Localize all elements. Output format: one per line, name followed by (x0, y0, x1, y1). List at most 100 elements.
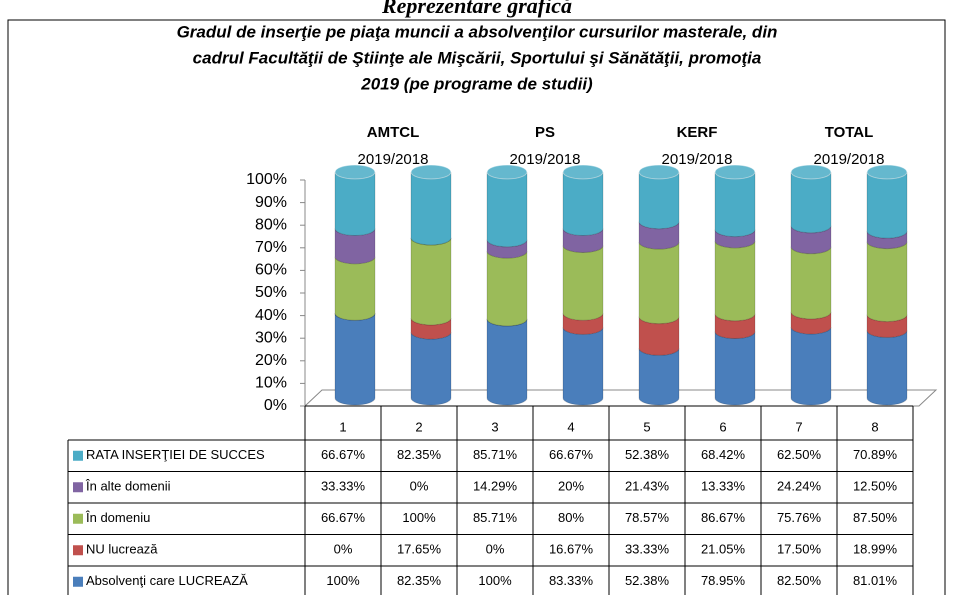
table-value: 68.42% (701, 447, 746, 462)
table-value: 14.29% (473, 479, 518, 494)
cylinder-top (790, 164, 832, 180)
cylinder-top (562, 164, 604, 180)
bar-segment (410, 171, 452, 246)
table-value: 66.67% (321, 510, 366, 525)
table-value: 0% (486, 542, 505, 557)
bar-segment (790, 246, 832, 320)
y-tick-label: 90% (255, 194, 287, 211)
legend-label: Absolvenţi care LUCREAZĂ (86, 573, 248, 588)
table-value: 52.38% (625, 447, 670, 462)
table-value: 17.50% (777, 542, 822, 557)
bar-segment (866, 171, 908, 239)
table-value: 100% (478, 573, 512, 588)
group-label: PS (535, 124, 555, 141)
table-value: 52.38% (625, 573, 670, 588)
table-value: 100% (402, 510, 436, 525)
bar-segment (410, 331, 452, 406)
legend-swatch (73, 513, 83, 524)
table-value: 82.50% (777, 573, 822, 588)
table-value: 100% (326, 573, 360, 588)
x-tick-label: 7 (795, 419, 802, 434)
cylinder-top (410, 164, 452, 180)
group-label: KERF (677, 124, 718, 141)
table-value: 78.95% (701, 573, 746, 588)
table-value: 82.35% (397, 447, 442, 462)
group-period: 2019/2018 (510, 151, 581, 168)
table-value: 24.24% (777, 479, 822, 494)
legend-label: În alte domenii (85, 479, 171, 494)
legend-label: În domeniu (85, 510, 150, 525)
x-tick-label: 1 (339, 419, 346, 434)
cylinder-top (638, 164, 680, 180)
chart-title: cadrul Facultăţii de Ştiinţe ale Mişcări… (193, 48, 762, 67)
legend-swatch (73, 576, 83, 587)
bar-segment (334, 313, 376, 406)
table-value: 33.33% (321, 479, 366, 494)
legend-swatch (73, 545, 83, 556)
bar-segment (410, 237, 452, 326)
table-value: 16.67% (549, 542, 594, 557)
bar-segment (714, 171, 756, 238)
table-value: 86.67% (701, 510, 746, 525)
bar-segment (866, 241, 908, 323)
bar-segment (562, 245, 604, 321)
table-value: 83.33% (549, 573, 594, 588)
y-tick-label: 70% (255, 239, 287, 256)
bar-segment (790, 326, 832, 406)
table-value: 85.71% (473, 447, 518, 462)
group-period: 2019/2018 (662, 151, 733, 168)
y-tick-label: 100% (246, 171, 287, 188)
heading: Reprezentare grafică (381, 0, 572, 18)
table-value: 66.67% (321, 447, 366, 462)
table-value: 62.50% (777, 447, 822, 462)
cylinder-top (866, 164, 908, 180)
group-label: AMTCL (367, 124, 420, 141)
table-value: 0% (410, 479, 429, 494)
bar-segment (714, 240, 756, 322)
table-value: 17.65% (397, 542, 442, 557)
x-tick-label: 4 (567, 419, 574, 434)
y-tick-label: 30% (255, 329, 287, 346)
table-value: 70.89% (853, 447, 898, 462)
bar-segment (638, 241, 680, 325)
y-tick-label: 50% (255, 284, 287, 301)
chart-title: Gradul de inserţie pe piaţa muncii a abs… (177, 22, 778, 41)
bar-segment (638, 171, 680, 230)
table-value: 81.01% (853, 573, 898, 588)
bar-segment (866, 330, 908, 406)
cylinder-top (334, 164, 376, 180)
legend-swatch (73, 450, 83, 461)
table-value: 80% (558, 510, 584, 525)
table-value: 82.35% (397, 573, 442, 588)
table-value: 21.43% (625, 479, 670, 494)
x-tick-label: 2 (415, 419, 422, 434)
bar-segment (486, 250, 528, 327)
legend-label: RATA INSERŢIEI DE SUCCES (86, 447, 265, 462)
table-value: 21.05% (701, 542, 746, 557)
table-value: 0% (334, 542, 353, 557)
bar-segment (714, 331, 756, 406)
legend-swatch (73, 482, 83, 493)
table-value: 85.71% (473, 510, 518, 525)
bar-segment (486, 171, 528, 248)
y-tick-label: 60% (255, 262, 287, 279)
x-tick-label: 8 (871, 419, 878, 434)
bar-segment (562, 171, 604, 236)
table-value: 87.50% (853, 510, 898, 525)
x-tick-label: 6 (719, 419, 726, 434)
bar-segment (334, 256, 376, 321)
y-tick-label: 80% (255, 216, 287, 233)
x-tick-label: 5 (643, 419, 650, 434)
legend-label: NU lucrează (86, 542, 158, 557)
table-value: 75.76% (777, 510, 822, 525)
cylinder-top (486, 164, 528, 180)
bar-segment (562, 327, 604, 406)
y-tick-label: 40% (255, 307, 287, 324)
bar-segment (334, 171, 376, 236)
group-label: TOTAL (825, 124, 874, 141)
y-tick-label: 0% (264, 397, 287, 414)
x-tick-label: 3 (491, 419, 498, 434)
chart-title: 2019 (pe programe de studii) (360, 74, 593, 93)
table-value: 66.67% (549, 447, 594, 462)
